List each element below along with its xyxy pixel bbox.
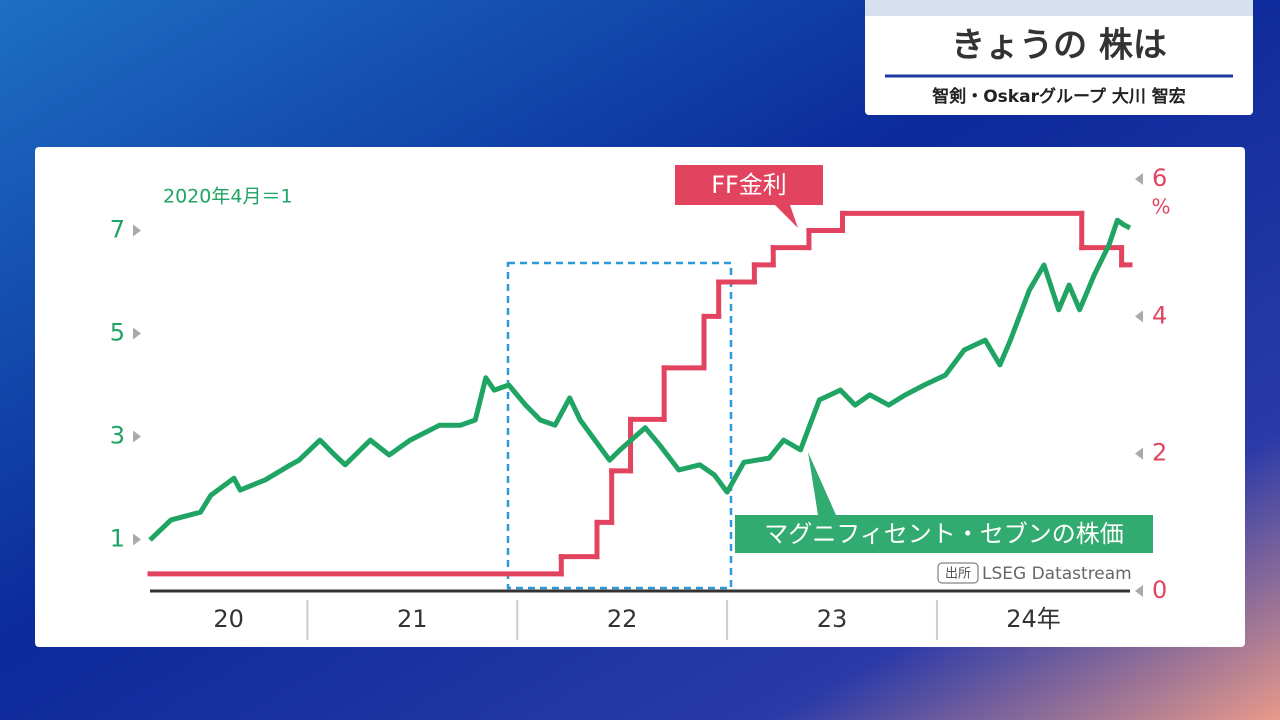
header-panel: [865, 0, 1253, 115]
x-tick-label: 20: [213, 605, 244, 633]
y2-tick-label: 0: [1152, 576, 1167, 604]
y2-tick-label: 2: [1152, 439, 1167, 467]
legend-label: FF金利: [711, 171, 787, 199]
source-tag-box: [937, 562, 979, 584]
y2-tick: [1135, 447, 1143, 460]
header-strip: [865, 0, 1253, 16]
y-tick-label: 5: [110, 319, 125, 347]
legend-label: マグニフィセント・セブンの株価: [764, 520, 1124, 548]
chart-note: 2020年4月＝1: [163, 186, 293, 208]
y-tick: [133, 430, 141, 443]
header-subtitle: 智剣・Oskarグループ 大川 智宏: [932, 86, 1186, 107]
callout-shape: [675, 165, 823, 228]
highlight-box: [506, 261, 733, 590]
y2-tick: [1135, 310, 1143, 323]
source-tag: 出所: [945, 567, 971, 582]
y2-tick: [1135, 585, 1143, 597]
data-line: [148, 217, 1132, 542]
header-box: きょうの 株は 智剣・Oskarグループ 大川 智宏: [865, 0, 1253, 115]
plot: 1 3 5 7 0 2 4 6 20 21 22 23 24年: [110, 164, 1167, 640]
x-tick-label: 22: [607, 605, 638, 633]
stock-callout: マグニフィセント・セブンの株価: [735, 452, 1153, 553]
y-tick: [133, 327, 141, 340]
y-tick-label: 3: [110, 422, 125, 450]
header-title: きょうの 株は: [951, 26, 1167, 66]
y2-unit: %: [1151, 195, 1170, 219]
callout-shape: [735, 452, 1153, 553]
y-tick: [133, 224, 141, 237]
y2-tick-label: 6: [1152, 164, 1167, 192]
y-tick-label: 1: [110, 525, 125, 553]
y-tick: [133, 533, 141, 546]
ff-callout: FF金利: [675, 165, 823, 228]
x-tick-label: 24年: [1006, 605, 1061, 633]
y-tick-label: 7: [110, 216, 125, 244]
x-tick-label: 21: [397, 605, 428, 633]
y2-tick-label: 4: [1152, 301, 1167, 329]
y2-tick: [1135, 173, 1143, 185]
source: LSEG Datastream: [982, 564, 1132, 584]
x-tick-label: 23: [817, 605, 848, 633]
